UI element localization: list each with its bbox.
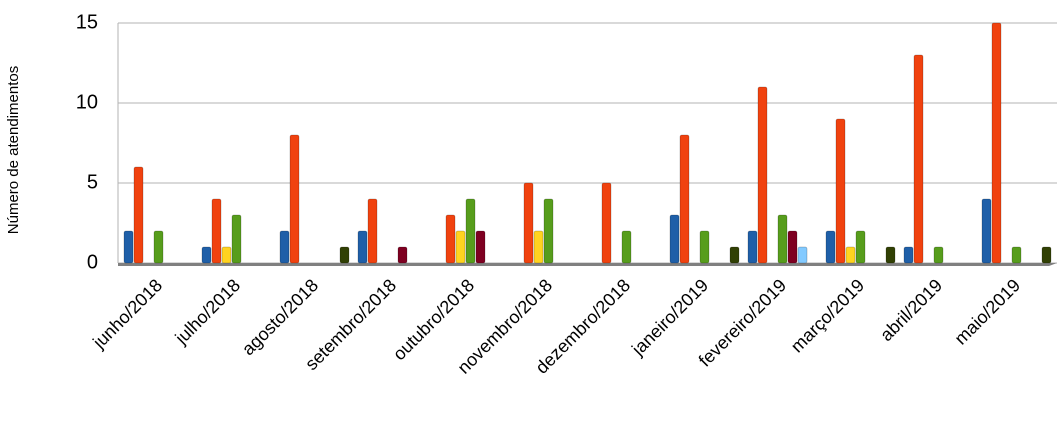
x-tick-label: março/2019: [787, 275, 868, 356]
x-tick-label: julho/2018: [171, 275, 245, 349]
bar: [211, 198, 222, 264]
bar: [279, 230, 290, 264]
bar: [455, 230, 466, 264]
bar: [903, 246, 914, 264]
bar: [533, 230, 544, 264]
bar: [679, 134, 690, 264]
y-tick-label: 5: [87, 171, 98, 193]
bar: [543, 198, 554, 264]
bar: [669, 214, 680, 264]
bar: [991, 22, 1002, 264]
bar: [397, 246, 408, 264]
bar: [445, 214, 456, 264]
bar: [465, 198, 476, 264]
bar: [729, 246, 740, 264]
bar: [357, 230, 368, 264]
bar: [1041, 246, 1052, 264]
bar: [933, 246, 944, 264]
y-axis-label: Número de atendimentos: [5, 66, 22, 234]
y-tick-label: 15: [76, 11, 98, 33]
bar: [367, 198, 378, 264]
bar: [913, 54, 924, 264]
x-tick-label: agosto/2018: [238, 275, 322, 359]
y-tick-label: 10: [76, 91, 98, 113]
x-tick-label: outubro/2018: [389, 275, 478, 364]
bar: [339, 246, 350, 264]
bar: [885, 246, 896, 264]
bar: [1011, 246, 1022, 264]
bar: [981, 198, 992, 264]
floor: [118, 263, 1057, 266]
bar: [621, 230, 632, 264]
bar: [757, 86, 768, 264]
bar: [153, 230, 164, 264]
x-tick-label: janeiro/2019: [627, 275, 712, 360]
bar: [845, 246, 856, 264]
bar: [231, 214, 242, 264]
bar: [475, 230, 486, 264]
bar: [835, 118, 846, 264]
y-tick-label: 0: [87, 251, 98, 273]
x-tick-label: maio/2019: [951, 275, 1025, 349]
bar: [601, 182, 612, 264]
bar: [699, 230, 710, 264]
bar: [825, 230, 836, 264]
bar: [523, 182, 534, 264]
bar: [221, 246, 232, 264]
bar: [201, 246, 212, 264]
x-tick-label: abril/2019: [876, 275, 946, 345]
bar: [787, 230, 798, 264]
bar: [855, 230, 866, 264]
bar: [133, 166, 144, 264]
bar: [123, 230, 134, 264]
bar: [289, 134, 300, 264]
bar: [777, 214, 788, 264]
bar: [797, 246, 808, 264]
bar: [747, 230, 758, 264]
x-tick-label: junho/2018: [88, 275, 166, 353]
